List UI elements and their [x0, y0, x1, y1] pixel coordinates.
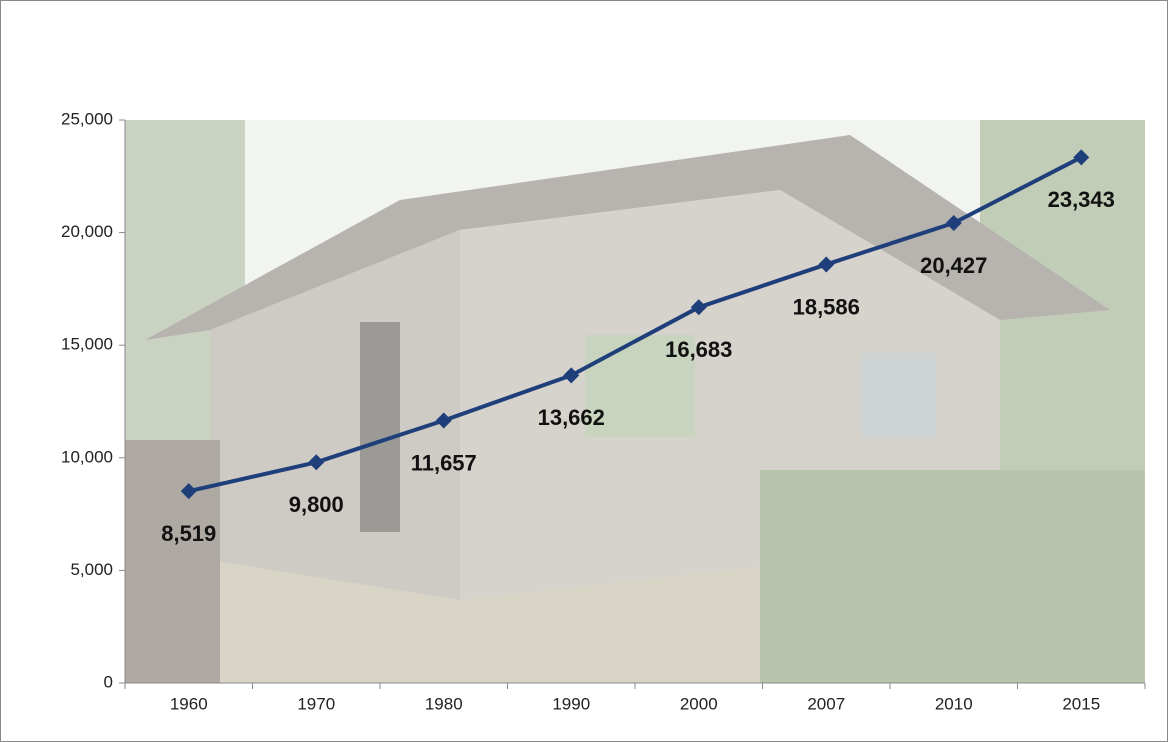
x-tick-label: 2015	[1062, 694, 1100, 713]
data-label: 8,519	[161, 521, 216, 546]
data-label: 16,683	[665, 337, 732, 362]
background-photo	[125, 120, 1145, 683]
data-point	[690, 299, 707, 316]
data-point	[435, 412, 452, 429]
y-tick-label: 0	[104, 672, 113, 691]
y-tick-label: 15,000	[61, 335, 113, 354]
data-point	[945, 214, 962, 231]
data-point	[563, 367, 580, 384]
data-label: 13,662	[538, 405, 605, 430]
data-line	[188, 155, 1083, 494]
y-tick-label: 10,000	[61, 447, 113, 466]
x-tick-label: 1970	[297, 694, 335, 713]
y-tick-label: 20,000	[61, 222, 113, 241]
y-tick-label: 25,000	[61, 109, 113, 128]
x-tick-label: 2000	[680, 694, 718, 713]
data-label: 23,343	[1048, 187, 1115, 212]
data-label: 11,657	[411, 450, 477, 475]
data-label: 18,586	[793, 294, 860, 319]
y-tick-label: 5,000	[70, 560, 113, 579]
data-point	[180, 483, 197, 500]
data-label: 20,427	[920, 253, 987, 278]
x-tick-label: 2010	[935, 694, 973, 713]
data-point	[1073, 149, 1090, 166]
x-tick-label: 1990	[552, 694, 590, 713]
data-label: 9,800	[289, 492, 344, 517]
x-tick-label: 2007	[807, 694, 845, 713]
data-point	[308, 454, 325, 471]
data-point	[818, 256, 835, 273]
x-tick-label: 1960	[170, 694, 208, 713]
x-tick-label: 1980	[425, 694, 463, 713]
